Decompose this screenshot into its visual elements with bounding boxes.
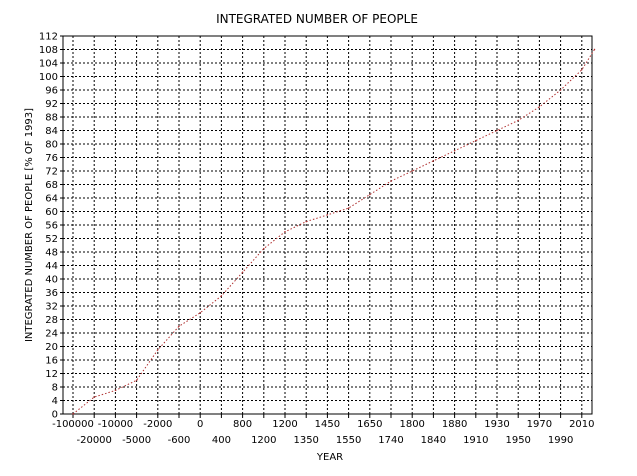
series-layer [72, 48, 596, 415]
y-axis-label: INTEGRATED NUMBER OF PEOPLE [% OF 1993] [24, 108, 35, 342]
y-axis: 0481216202428323640444852566064687276808… [39, 32, 63, 421]
y-tick-label: 24 [45, 329, 58, 340]
data-point [326, 214, 329, 216]
y-tick-label: 16 [45, 356, 58, 367]
x-tick-label: -20000 [76, 435, 111, 446]
data-point [538, 106, 541, 108]
data-point [157, 349, 159, 351]
data-point [93, 396, 95, 398]
x-tick-label: 1970 [527, 419, 552, 430]
data-point [220, 295, 223, 297]
data-point [453, 150, 456, 152]
data-point [135, 379, 138, 381]
data-point [199, 312, 201, 314]
data-point [369, 193, 371, 196]
grid [63, 36, 592, 414]
y-tick-label: 48 [45, 248, 58, 259]
x-tick-label: 1550 [336, 435, 361, 446]
data-point [411, 170, 413, 172]
y-tick-label: 84 [45, 126, 58, 137]
y-tick-label: 52 [45, 234, 58, 245]
y-tick-label: 64 [45, 194, 58, 205]
y-tick-label: 80 [45, 140, 58, 151]
x-axis: -100000 -20000 -10000 -5000 -2000 -600 0 400800… [52, 414, 595, 446]
y-tick-label: 68 [45, 180, 58, 191]
series-line [72, 49, 595, 415]
x-tick-label: 1650 [357, 419, 382, 430]
data-point [347, 207, 350, 209]
y-tick-label: 72 [45, 167, 58, 178]
x-tick-label: 1840 [421, 435, 446, 446]
x-tick-label: -100000 [52, 419, 94, 430]
data-point [390, 180, 392, 182]
data-point [114, 389, 117, 392]
y-tick-label: 20 [45, 342, 58, 353]
y-tick-label: 100 [39, 72, 58, 83]
data-point [241, 271, 244, 273]
y-tick-label: 76 [45, 153, 58, 164]
y-tick-label: 28 [45, 315, 58, 326]
data-point [496, 129, 498, 132]
x-tick-label: 1350 [293, 435, 318, 446]
x-tick-label: 800 [233, 419, 252, 430]
y-tick-label: 92 [45, 99, 58, 110]
data-point [178, 325, 180, 327]
y-tick-label: 36 [45, 288, 58, 299]
x-tick-label: -10000 [98, 419, 133, 430]
y-tick-label: 12 [45, 369, 58, 380]
x-tick-label: 1800 [399, 419, 424, 430]
data-point [305, 220, 307, 223]
y-tick-label: 8 [52, 383, 58, 394]
data-point [475, 139, 477, 142]
x-tick-label: 1990 [548, 435, 573, 446]
x-tick-label: 1880 [442, 419, 467, 430]
x-tick-label: 400 [212, 435, 231, 446]
data-point [432, 160, 435, 162]
x-tick-label: 1950 [505, 435, 530, 446]
x-tick-label: 1740 [378, 435, 403, 446]
y-tick-label: 0 [52, 410, 58, 421]
x-axis-label: YEAR [316, 452, 343, 463]
x-tick-label: 1200 [272, 419, 297, 430]
y-tick-label: 40 [45, 275, 58, 286]
x-tick-label: 1450 [315, 419, 340, 430]
x-tick-label: 2010 [569, 419, 594, 430]
y-tick-label: 56 [45, 221, 58, 232]
y-tick-label: 60 [45, 207, 58, 218]
x-tick-label: 1930 [484, 419, 509, 430]
y-tick-label: 4 [52, 396, 58, 407]
y-tick-label: 112 [39, 32, 58, 43]
x-tick-label: 1200 [251, 435, 276, 446]
data-point [517, 119, 519, 122]
data-point [263, 247, 265, 250]
x-tick-label: 1910 [463, 435, 488, 446]
x-tick-label: -5000 [122, 435, 151, 446]
y-tick-label: 32 [45, 302, 58, 313]
x-tick-label: 0 [197, 419, 203, 430]
x-tick-label: -2000 [143, 419, 172, 430]
data-point [559, 89, 562, 91]
y-tick-label: 104 [39, 59, 58, 70]
data-point [581, 69, 583, 71]
data-point [72, 413, 74, 415]
chart-title: INTEGRATED NUMBER OF PEOPLE [216, 12, 418, 26]
data-point [284, 231, 286, 233]
y-tick-label: 96 [45, 86, 58, 97]
y-tick-label: 88 [45, 113, 58, 124]
y-tick-label: 108 [39, 45, 58, 56]
x-tick-label: -600 [168, 435, 191, 446]
y-tick-label: 44 [45, 261, 58, 272]
data-point [593, 48, 596, 51]
